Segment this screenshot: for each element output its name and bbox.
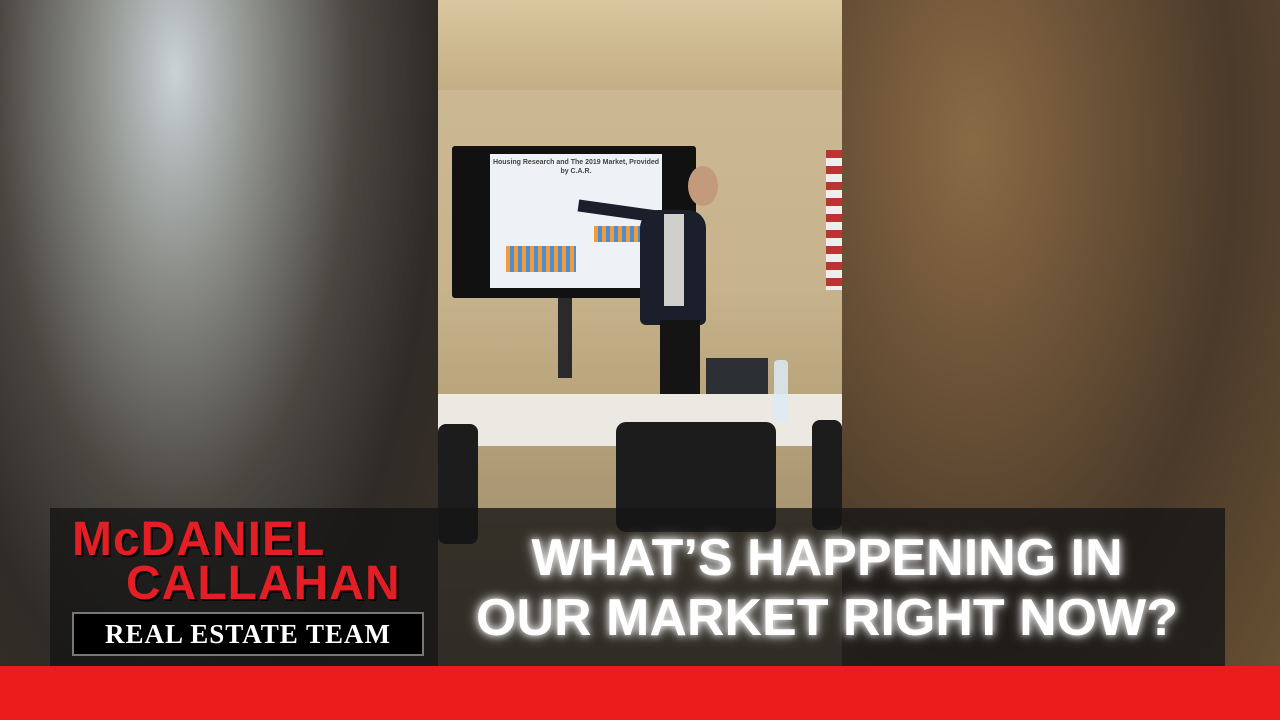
slide-title: Housing Research and The 2019 Market, Pr… [492,159,660,175]
presenter-head [688,166,718,206]
logo-callahan: CALLAHAN [126,557,401,610]
ceiling [438,0,842,90]
presenter-legs [660,320,700,395]
logo-subtitle: REAL ESTATE TEAM [104,619,392,649]
presenter-shirt [664,214,684,306]
bottom-red-bar [0,666,1280,720]
slide-bar-chart [506,246,576,272]
water-bottle [774,360,788,422]
headline-line-1: WHAT’S HAPPENING IN [531,529,1123,587]
american-flag [826,150,842,290]
headline: WHAT’S HAPPENING IN OUR MARKET RIGHT NOW… [432,528,1222,648]
presentation-slide: Housing Research and The 2019 Market, Pr… [490,154,662,288]
slide-bar-chart-secondary [594,226,650,242]
tv-stand [558,298,572,378]
laptop [706,358,768,400]
logo-subtitle-box: REAL ESTATE TEAM [72,612,424,656]
logo-mcdaniel: McDANIEL [72,513,326,566]
headline-line-2: OUR MARKET RIGHT NOW? [476,589,1178,647]
